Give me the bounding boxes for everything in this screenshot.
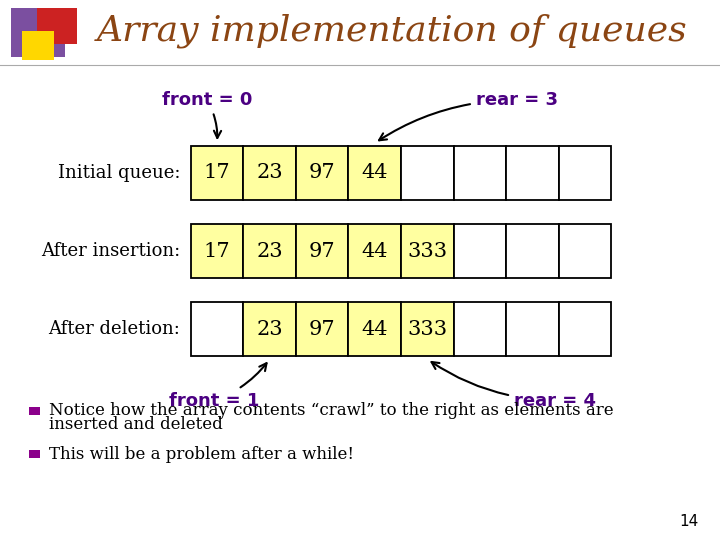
- Text: front = 1: front = 1: [169, 363, 266, 410]
- Bar: [454, 146, 506, 200]
- Text: 44: 44: [361, 241, 388, 261]
- Text: This will be a problem after a while!: This will be a problem after a while!: [49, 446, 354, 463]
- Bar: [243, 146, 296, 200]
- Bar: [454, 302, 506, 356]
- Bar: [559, 302, 611, 356]
- Bar: [559, 146, 611, 200]
- Bar: [243, 224, 296, 278]
- Bar: [401, 224, 454, 278]
- Text: 23: 23: [256, 163, 283, 183]
- Text: After deletion:: After deletion:: [48, 320, 180, 339]
- Text: 97: 97: [309, 163, 336, 183]
- Text: 17: 17: [204, 241, 230, 261]
- Bar: [243, 302, 296, 356]
- Text: 333: 333: [408, 241, 447, 261]
- Bar: [37, 8, 77, 44]
- Bar: [506, 146, 559, 200]
- Bar: [29, 407, 40, 415]
- Bar: [29, 450, 40, 458]
- Text: rear = 3: rear = 3: [379, 91, 557, 140]
- Bar: [191, 224, 243, 278]
- Bar: [506, 302, 559, 356]
- Bar: [401, 146, 454, 200]
- Bar: [559, 224, 611, 278]
- Bar: [11, 8, 65, 57]
- Bar: [296, 146, 348, 200]
- Text: Initial queue:: Initial queue:: [58, 164, 180, 182]
- Text: Notice how the array contents “crawl” to the right as elements are: Notice how the array contents “crawl” to…: [49, 402, 613, 420]
- Bar: [454, 224, 506, 278]
- Text: 44: 44: [361, 320, 388, 339]
- Text: 14: 14: [679, 514, 698, 529]
- Bar: [506, 224, 559, 278]
- Text: After insertion:: After insertion:: [41, 242, 180, 260]
- Text: 97: 97: [309, 241, 336, 261]
- Text: 97: 97: [309, 320, 336, 339]
- Bar: [348, 302, 401, 356]
- Text: 17: 17: [204, 163, 230, 183]
- Text: rear = 4: rear = 4: [431, 362, 595, 410]
- Bar: [401, 302, 454, 356]
- Text: 44: 44: [361, 163, 388, 183]
- Text: inserted and deleted: inserted and deleted: [49, 416, 222, 434]
- Text: Array implementation of queues: Array implementation of queues: [97, 14, 688, 48]
- Bar: [348, 224, 401, 278]
- Bar: [191, 302, 243, 356]
- Text: 333: 333: [408, 320, 447, 339]
- Text: front = 0: front = 0: [162, 91, 253, 138]
- Bar: [191, 146, 243, 200]
- Text: 23: 23: [256, 241, 283, 261]
- Bar: [296, 224, 348, 278]
- Text: 23: 23: [256, 320, 283, 339]
- Bar: [296, 302, 348, 356]
- Bar: [22, 31, 54, 60]
- Bar: [348, 146, 401, 200]
